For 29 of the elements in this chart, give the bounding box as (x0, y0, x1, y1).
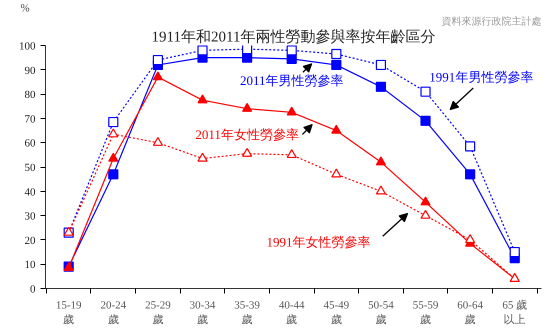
x-tick-label: 25-29歲 (145, 300, 172, 326)
y-tick-label: 30 (24, 210, 36, 223)
y-axis-title: % (20, 2, 30, 14)
x-tick-label: 55-59歲 (412, 300, 439, 326)
x-tick-label: 15-19歲 (56, 300, 82, 326)
x-tick-label: 20-24歲 (100, 300, 127, 326)
y-tick-label: 20 (24, 234, 36, 247)
series-label: 2011年男性勞參率 (240, 73, 344, 88)
chart-title: 1911年和2011年兩性勞動參與率按年齡區分 (152, 28, 436, 46)
x-tick-label: 45-49歲 (323, 300, 350, 326)
y-tick-label: 90 (24, 64, 36, 77)
series-label: 1991年男性勞參率 (429, 70, 534, 85)
y-tick-label: 100 (19, 40, 36, 52)
y-tick-label: 70 (24, 113, 36, 126)
text: 1991年女性勞參率 (266, 234, 370, 250)
y-tick-label: 80 (24, 89, 36, 102)
x-tick-label: 60-64歲 (457, 300, 484, 326)
x-tick-label: 65 歲以上 (502, 298, 528, 326)
text: 資料來源行政院主計處 (442, 16, 542, 28)
x-tick-label: 30-34歲 (190, 300, 216, 326)
y-tick-label: 40 (24, 186, 36, 198)
y-tick-label: 60 (24, 138, 36, 150)
x-tick-label: 50-54歲 (368, 300, 394, 326)
series-label: 2011年女性勞參率 (195, 126, 299, 142)
x-tick-label: 35-39歲 (234, 300, 260, 326)
y-tick-label: 50 (24, 162, 36, 174)
y-tick-label: 10 (24, 259, 36, 272)
x-tick-label: 40-44歲 (278, 300, 306, 326)
y-tick-label: 0 (30, 284, 36, 296)
